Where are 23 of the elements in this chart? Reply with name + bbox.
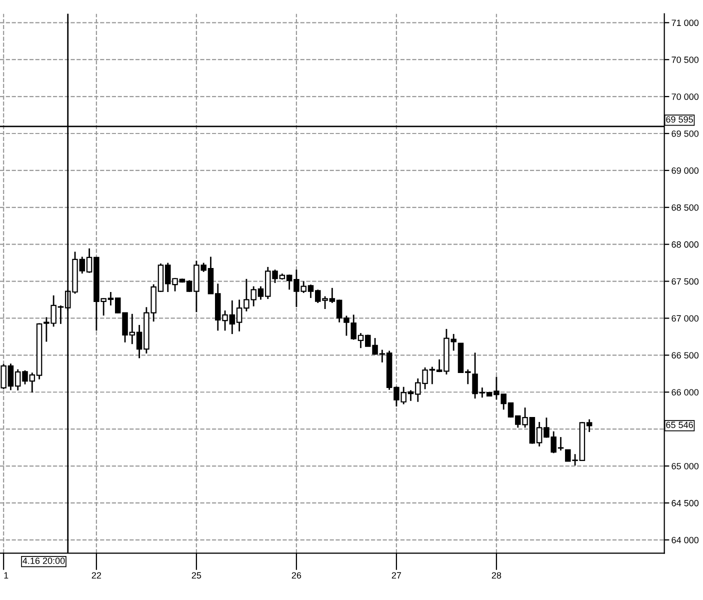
y-tick-label: 70 000 <box>672 94 699 100</box>
x-tick-label: 1 <box>4 572 8 578</box>
x-tick-label: 25 <box>192 572 202 579</box>
y-tick-label: 70 500 <box>672 56 699 63</box>
y-tick-label: 69 500 <box>672 130 699 137</box>
y-tick-label: 67 500 <box>672 278 699 285</box>
y-tick-label: 65 000 <box>672 462 699 470</box>
annotation: 65 546 <box>666 422 693 428</box>
x-tick-label: 28 <box>492 572 502 579</box>
y-tick-label: 69 000 <box>672 167 699 174</box>
x-tick-label: 26 <box>292 572 302 579</box>
x-tick-label: 27 <box>392 572 402 578</box>
y-tick-label: 64 500 <box>672 500 699 506</box>
y-tick-label: 68 000 <box>672 241 699 248</box>
text: 4.16 20:00 <box>22 558 65 564</box>
y-tick-label: 64 000 <box>672 536 699 544</box>
x-tick-label: 22 <box>92 572 102 578</box>
y-tick-label: 71 000 <box>672 20 699 26</box>
y-tick-label: 68 500 <box>672 204 699 211</box>
y-tick-label: 66 500 <box>672 352 699 359</box>
ref-line-label: 69 595 <box>666 116 693 123</box>
y-tick-label: 67 000 <box>672 315 699 322</box>
y-tick-label: 66 000 <box>672 389 699 396</box>
